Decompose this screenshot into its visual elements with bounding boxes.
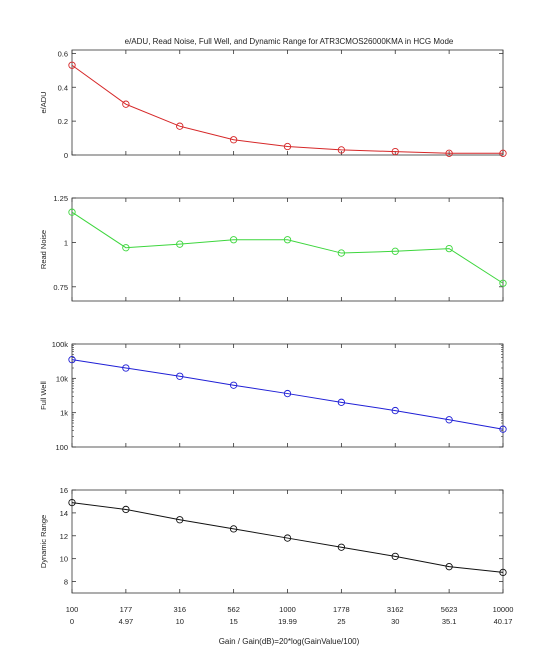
data-point: [499, 568, 507, 577]
data-point: [337, 249, 346, 257]
x-tick-label-db: 35.1: [442, 617, 457, 626]
x-tick-label-db: 15: [229, 617, 237, 626]
axes-box: [71, 343, 504, 448]
y-tick-label: 8: [64, 578, 68, 587]
data-point: [122, 100, 130, 108]
y-tick-label: 0.75: [53, 283, 68, 292]
data-point: [68, 498, 76, 507]
data-point: [68, 208, 76, 216]
data-point: [391, 552, 399, 561]
subplot-3: 100 1k 10k 100k Full Well: [39, 340, 507, 452]
data-point: [229, 136, 238, 144]
x-tick-label-db: 30: [391, 617, 399, 626]
x-tick-label: 5623: [441, 605, 458, 614]
y-tick-label: 12: [60, 532, 68, 541]
data-point: [176, 372, 184, 380]
y-tick-label: 1: [64, 238, 68, 247]
x-tick-label: 3162: [387, 605, 404, 614]
y-tick-label: 14: [60, 509, 68, 518]
y-tick-label: 0: [64, 151, 68, 160]
data-point: [229, 525, 238, 533]
data-point: [445, 244, 453, 253]
data-point: [68, 61, 76, 69]
data-point: [283, 389, 292, 398]
y-axis-label: e/ADU: [39, 91, 48, 113]
data-point: [283, 534, 292, 542]
data-point: [122, 505, 130, 514]
data-point: [122, 244, 130, 252]
data-point: [499, 279, 507, 287]
data-point: [229, 381, 238, 389]
x-tick-label: 1778: [333, 605, 350, 614]
data-point: [122, 364, 130, 372]
data-point: [229, 236, 238, 244]
y-tick-label: 1.25: [53, 194, 68, 203]
data-point: [176, 240, 184, 248]
series-line: [71, 211, 504, 284]
data-point: [176, 122, 184, 130]
y-tick-label: 0.4: [58, 83, 68, 92]
data-point: [499, 149, 507, 157]
y-tick-label: 100k: [52, 340, 69, 349]
x-tick-labels: 10001774.973161056215100019.991778253162…: [66, 605, 514, 626]
subplot-1: 0 0.2 0.4 0.6 e/ADU: [39, 49, 507, 160]
x-tick-label: 10000: [493, 605, 514, 614]
x-tick-label-db: 40.17: [494, 617, 513, 626]
data-point: [499, 425, 507, 433]
data-point: [68, 356, 76, 364]
data-point: [283, 142, 292, 151]
x-tick-label: 177: [120, 605, 133, 614]
subplot-2: 0.75 1 1.25 Read Noise: [39, 194, 507, 302]
data-point: [391, 406, 399, 415]
data-point: [337, 398, 346, 406]
y-tick-label: 100: [55, 443, 68, 452]
x-tick-label-db: 10: [176, 617, 184, 626]
data-point: [445, 416, 453, 424]
data-point: [445, 149, 453, 157]
subplot-4: 8 10 12 14 16 Dynamic Range: [39, 486, 507, 594]
axes-box: [71, 49, 504, 156]
x-tick-label: 100: [66, 605, 79, 614]
y-tick-label: 10k: [56, 374, 68, 383]
x-tick-label: 562: [227, 605, 240, 614]
series-line: [71, 64, 503, 154]
x-tick-label: 1000: [279, 605, 296, 614]
y-tick-label: 10: [60, 555, 68, 564]
y-tick-label: 0.2: [58, 117, 68, 126]
data-point: [283, 236, 292, 244]
data-point: [391, 147, 399, 156]
y-tick-label: 0.6: [58, 49, 68, 58]
data-point: [391, 247, 399, 255]
series-line: [71, 359, 504, 430]
y-tick-label: 16: [60, 486, 68, 495]
y-axis-label: Full Well: [39, 381, 48, 410]
x-tick-label-db: 4.97: [119, 617, 134, 626]
y-axis-label: Read Noise: [39, 230, 48, 269]
y-tick-label: 1k: [60, 409, 68, 418]
chart-title: e/ADU, Read Noise, Full Well, and Dynami…: [125, 37, 454, 46]
x-tick-label-db: 25: [337, 617, 345, 626]
data-point: [337, 146, 346, 154]
data-point: [176, 516, 184, 524]
x-tick-label-db: 19.99: [278, 617, 297, 626]
y-axis-label: Dynamic Range: [39, 515, 48, 568]
series-line: [71, 502, 504, 573]
x-axis-label: Gain / Gain(dB)=20*log(GainValue/100): [219, 637, 360, 646]
x-tick-label: 316: [173, 605, 186, 614]
x-tick-label-db: 0: [70, 617, 74, 626]
data-point: [445, 563, 453, 571]
data-point: [337, 543, 346, 551]
